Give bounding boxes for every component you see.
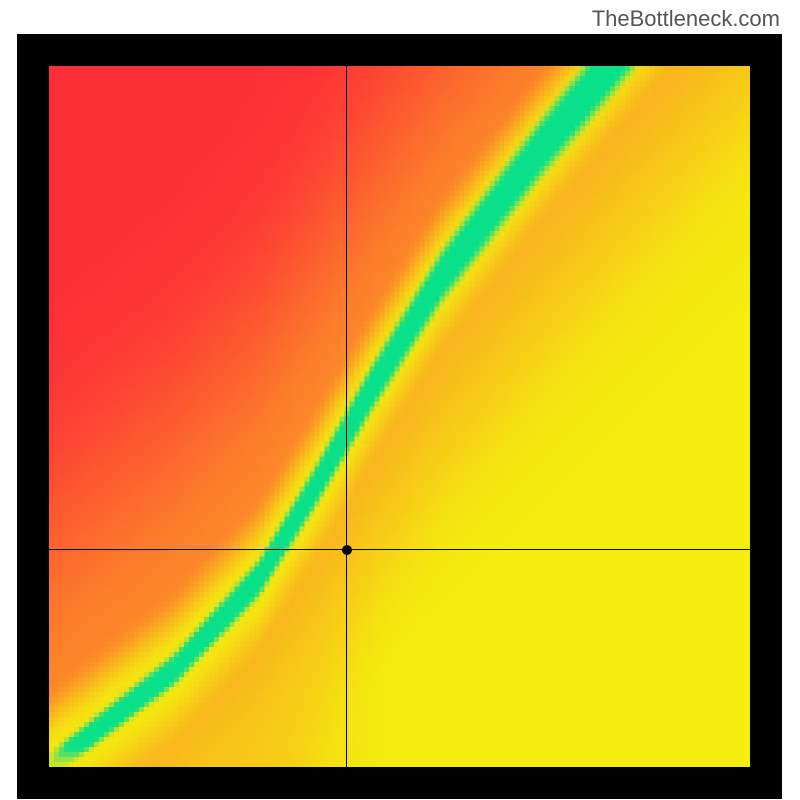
- watermark-text: TheBottleneck.com: [592, 6, 780, 32]
- crosshair-vertical: [346, 66, 347, 767]
- heatmap-canvas: [49, 66, 750, 767]
- crosshair-horizontal: [49, 549, 750, 550]
- heatmap-plot: [49, 66, 750, 767]
- crosshair-dot: [342, 545, 352, 555]
